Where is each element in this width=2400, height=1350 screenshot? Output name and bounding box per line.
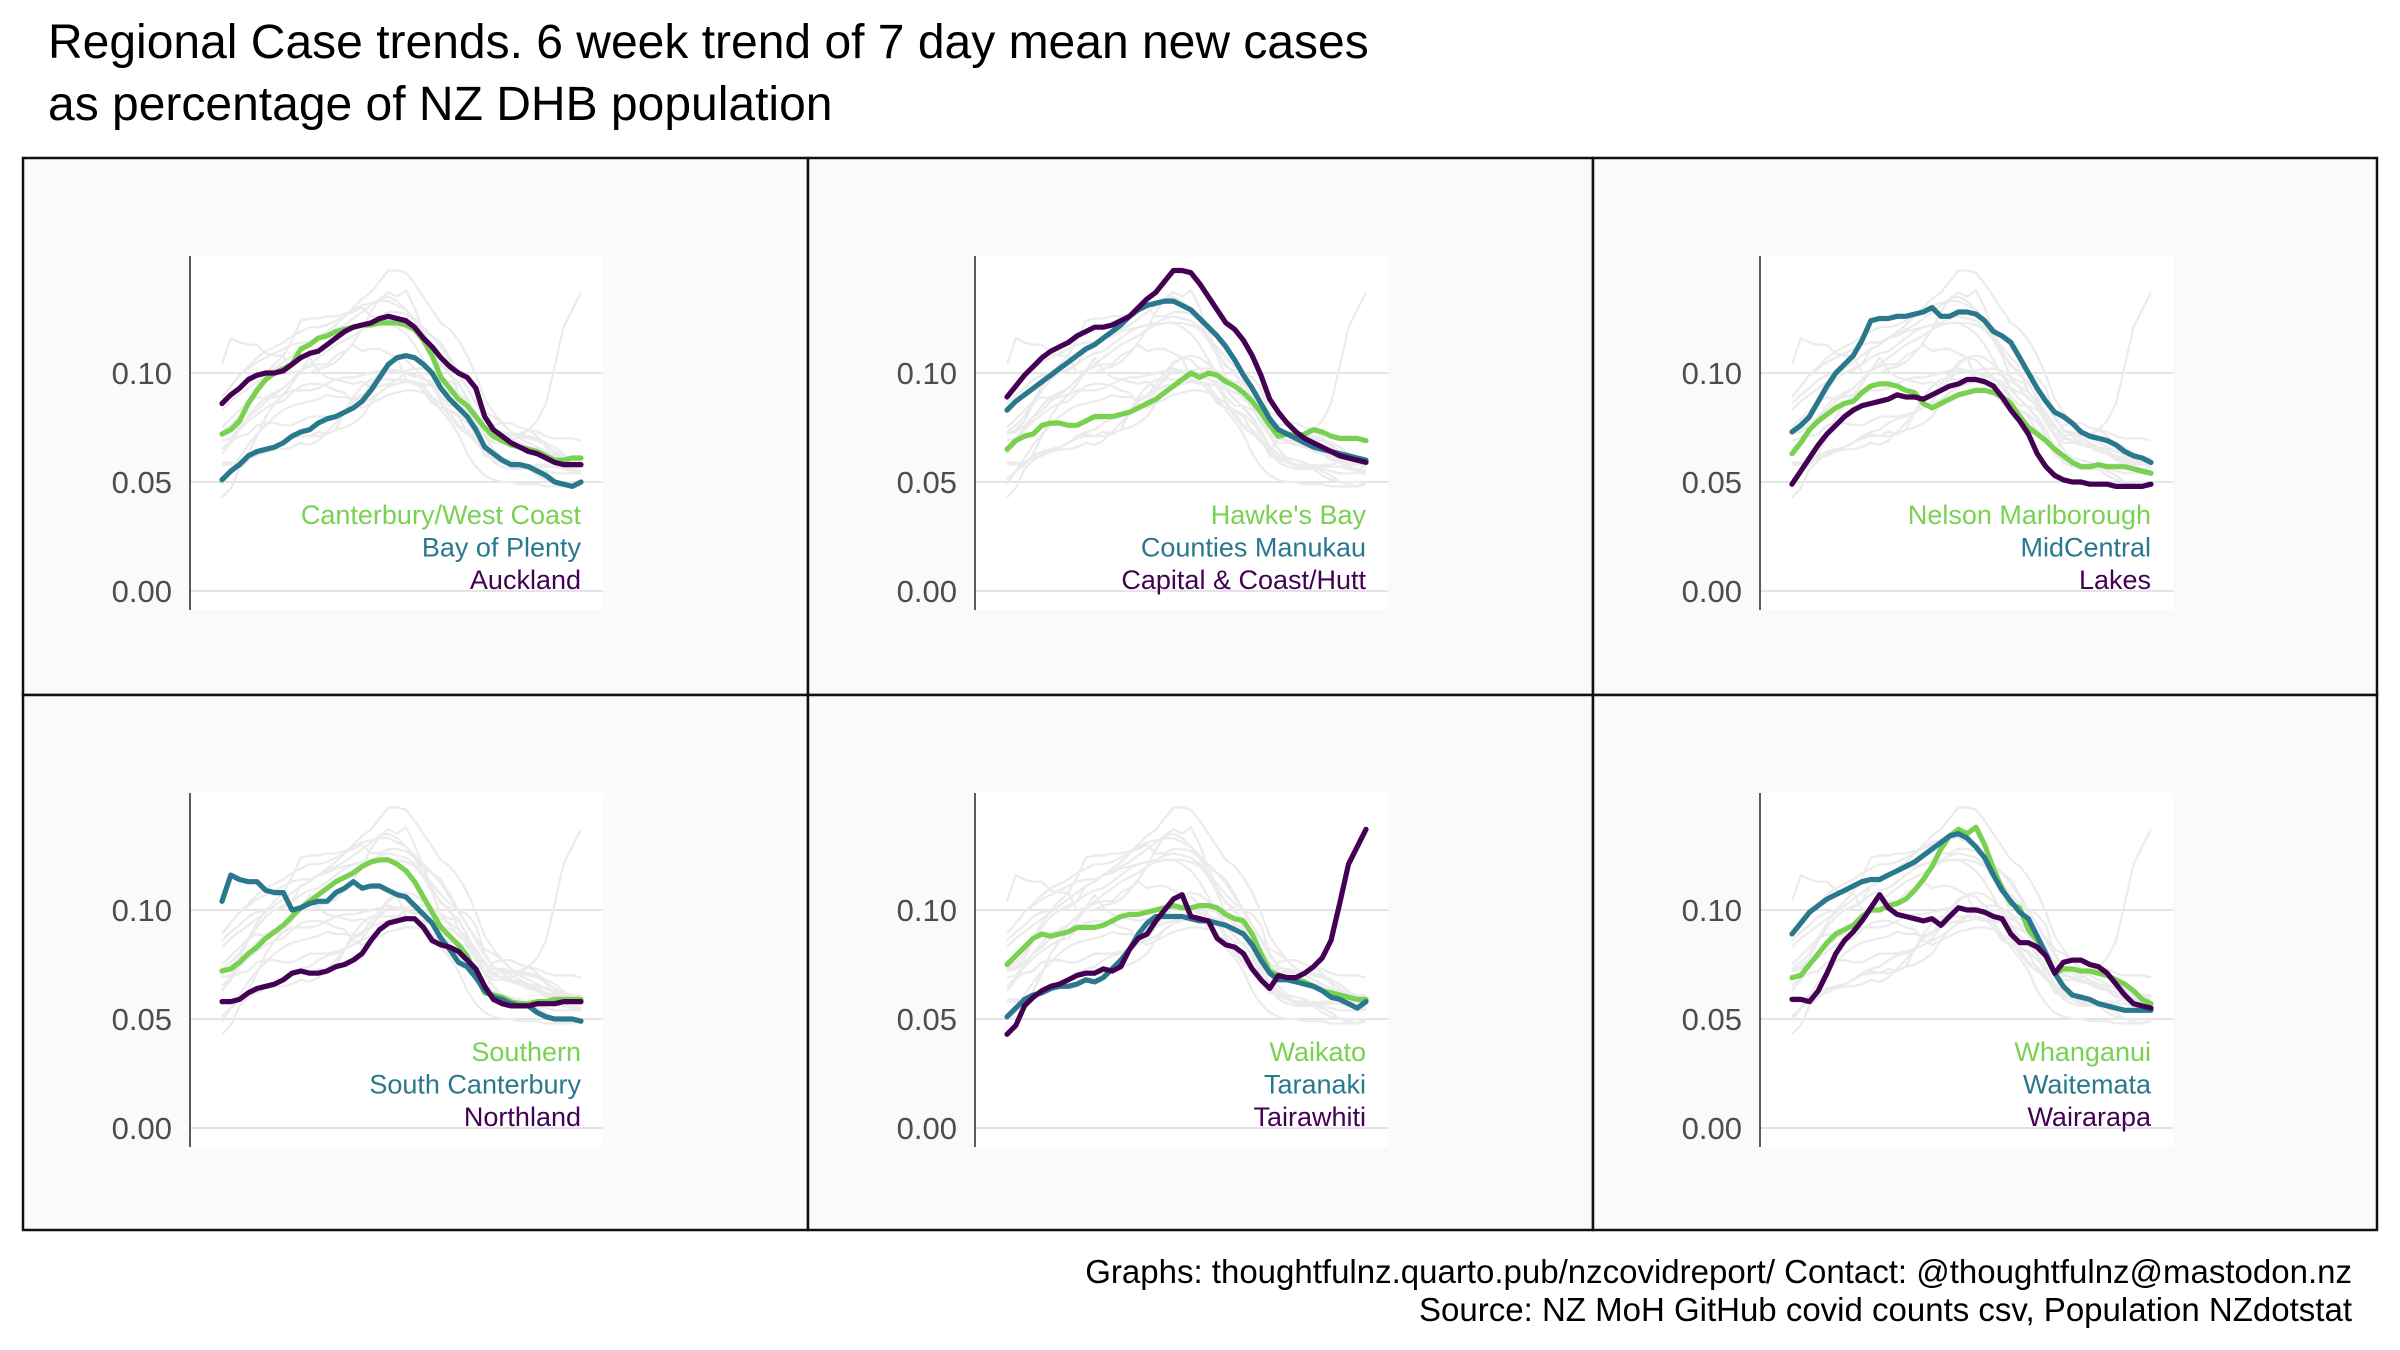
background-series-line: [1006, 806, 1367, 1001]
series-label-canterbury-west-coast: Canterbury/West Coast: [301, 500, 582, 530]
y-tick-label: 0.00: [1682, 574, 1742, 609]
series-line-bay-of-plenty: [219, 353, 584, 489]
background-series-line: [1791, 295, 2151, 475]
background-series-line: [221, 806, 582, 1001]
series-label-midcentral: MidCentral: [2020, 533, 2151, 563]
background-series-line: [1792, 356, 2152, 473]
series-label-nelson-marlborough: Nelson Marlborough: [1908, 500, 2151, 530]
background-series-line: [221, 832, 581, 1012]
series-line-taranaki: [1004, 913, 1369, 1020]
chart-title-line-1: Regional Case trends. 6 week trend of 7 …: [48, 16, 1369, 69]
caption-line-2: Source: NZ MoH GitHub covid counts csv, …: [1419, 1291, 2352, 1328]
series-label-waikato: Waikato: [1269, 1037, 1366, 1067]
series-line-tairawhiti: [1004, 826, 1369, 1037]
series-line-capital-and-coast-hutt: [1004, 267, 1369, 465]
series-label-tairawhiti: Tairawhiti: [1253, 1102, 1366, 1132]
series-label-northland: Northland: [464, 1102, 581, 1132]
panel-3: 0.00 0.05 0.10 Nelson MarlboroughMidCentral…: [1591, 156, 2379, 697]
series-label-capital-and-coast-hutt: Capital & Coast/Hutt: [1121, 565, 1366, 595]
background-series-line: [222, 356, 582, 473]
y-tick-label: 0.00: [1682, 1111, 1742, 1146]
background-series-line: [221, 289, 582, 468]
y-tick-label: 0.10: [897, 356, 957, 391]
background-series-line: [221, 269, 582, 464]
y-tick-label: 0.10: [897, 893, 957, 928]
series-label-bay-of-plenty: Bay of Plenty: [422, 533, 582, 563]
y-tick-label: 0.05: [897, 1002, 957, 1037]
series-line-northland: [219, 916, 584, 1009]
y-tick-label: 0.10: [112, 356, 172, 391]
series-label-waitemata: Waitemata: [2023, 1070, 2152, 1100]
caption-line-1: Graphs: thoughtfulnz.quarto.pub/nzcovidr…: [1085, 1253, 2352, 1290]
series-label-whanganui: Whanganui: [2014, 1037, 2151, 1067]
series-line-auckland: [219, 313, 584, 468]
background-series-line: [1007, 356, 1367, 473]
y-tick-label: 0.10: [1682, 356, 1742, 391]
background-series-line: [1791, 915, 2152, 1018]
y-tick-label: 0.10: [1682, 893, 1742, 928]
y-tick-label: 0.05: [112, 1002, 172, 1037]
background-series-line: [221, 837, 582, 999]
y-tick-label: 0.05: [1682, 465, 1742, 500]
series-line-nelson-marlborough: [1789, 381, 2154, 476]
y-tick-label: 0.05: [1682, 1002, 1742, 1037]
background-series-line: [221, 300, 582, 462]
series-label-south-canterbury: South Canterbury: [369, 1070, 581, 1100]
series-line-hawke-s-bay: [1004, 370, 1369, 452]
series-line-whanganui: [1789, 824, 2154, 1007]
series-line-wairarapa: [1789, 892, 2154, 1011]
series-label-lakes: Lakes: [2079, 565, 2151, 595]
background-series-line: [221, 306, 582, 464]
series-line-counties-manukau: [1004, 298, 1369, 463]
series-label-counties-manukau: Counties Manukau: [1141, 533, 1366, 563]
series-label-wairarapa: Wairarapa: [2027, 1102, 2152, 1132]
background-series-line: [1006, 378, 1367, 481]
background-series-line: [1006, 832, 1366, 1012]
y-tick-label: 0.05: [112, 465, 172, 500]
background-series-line: [222, 893, 582, 1010]
y-tick-label: 0.00: [112, 1111, 172, 1146]
series-label-hawke-s-bay: Hawke's Bay: [1211, 500, 1367, 530]
y-tick-label: 0.10: [112, 893, 172, 928]
series-line-waitemata: [1789, 831, 2154, 1013]
series-label-auckland: Auckland: [470, 565, 581, 595]
series-line-midcentral: [1789, 305, 2154, 465]
background-series-line: [1791, 806, 2152, 1001]
y-tick-label: 0.00: [897, 574, 957, 609]
chart-title-line-2: as percentage of NZ DHB population: [48, 78, 832, 131]
series-line-lakes: [1789, 376, 2154, 489]
background-series-line: [1791, 300, 2152, 462]
y-tick-label: 0.00: [897, 1111, 957, 1146]
y-tick-label: 0.05: [897, 465, 957, 500]
y-tick-label: 0.00: [112, 574, 172, 609]
series-label-taranaki: Taranaki: [1264, 1070, 1366, 1100]
series-label-southern: Southern: [471, 1037, 581, 1067]
